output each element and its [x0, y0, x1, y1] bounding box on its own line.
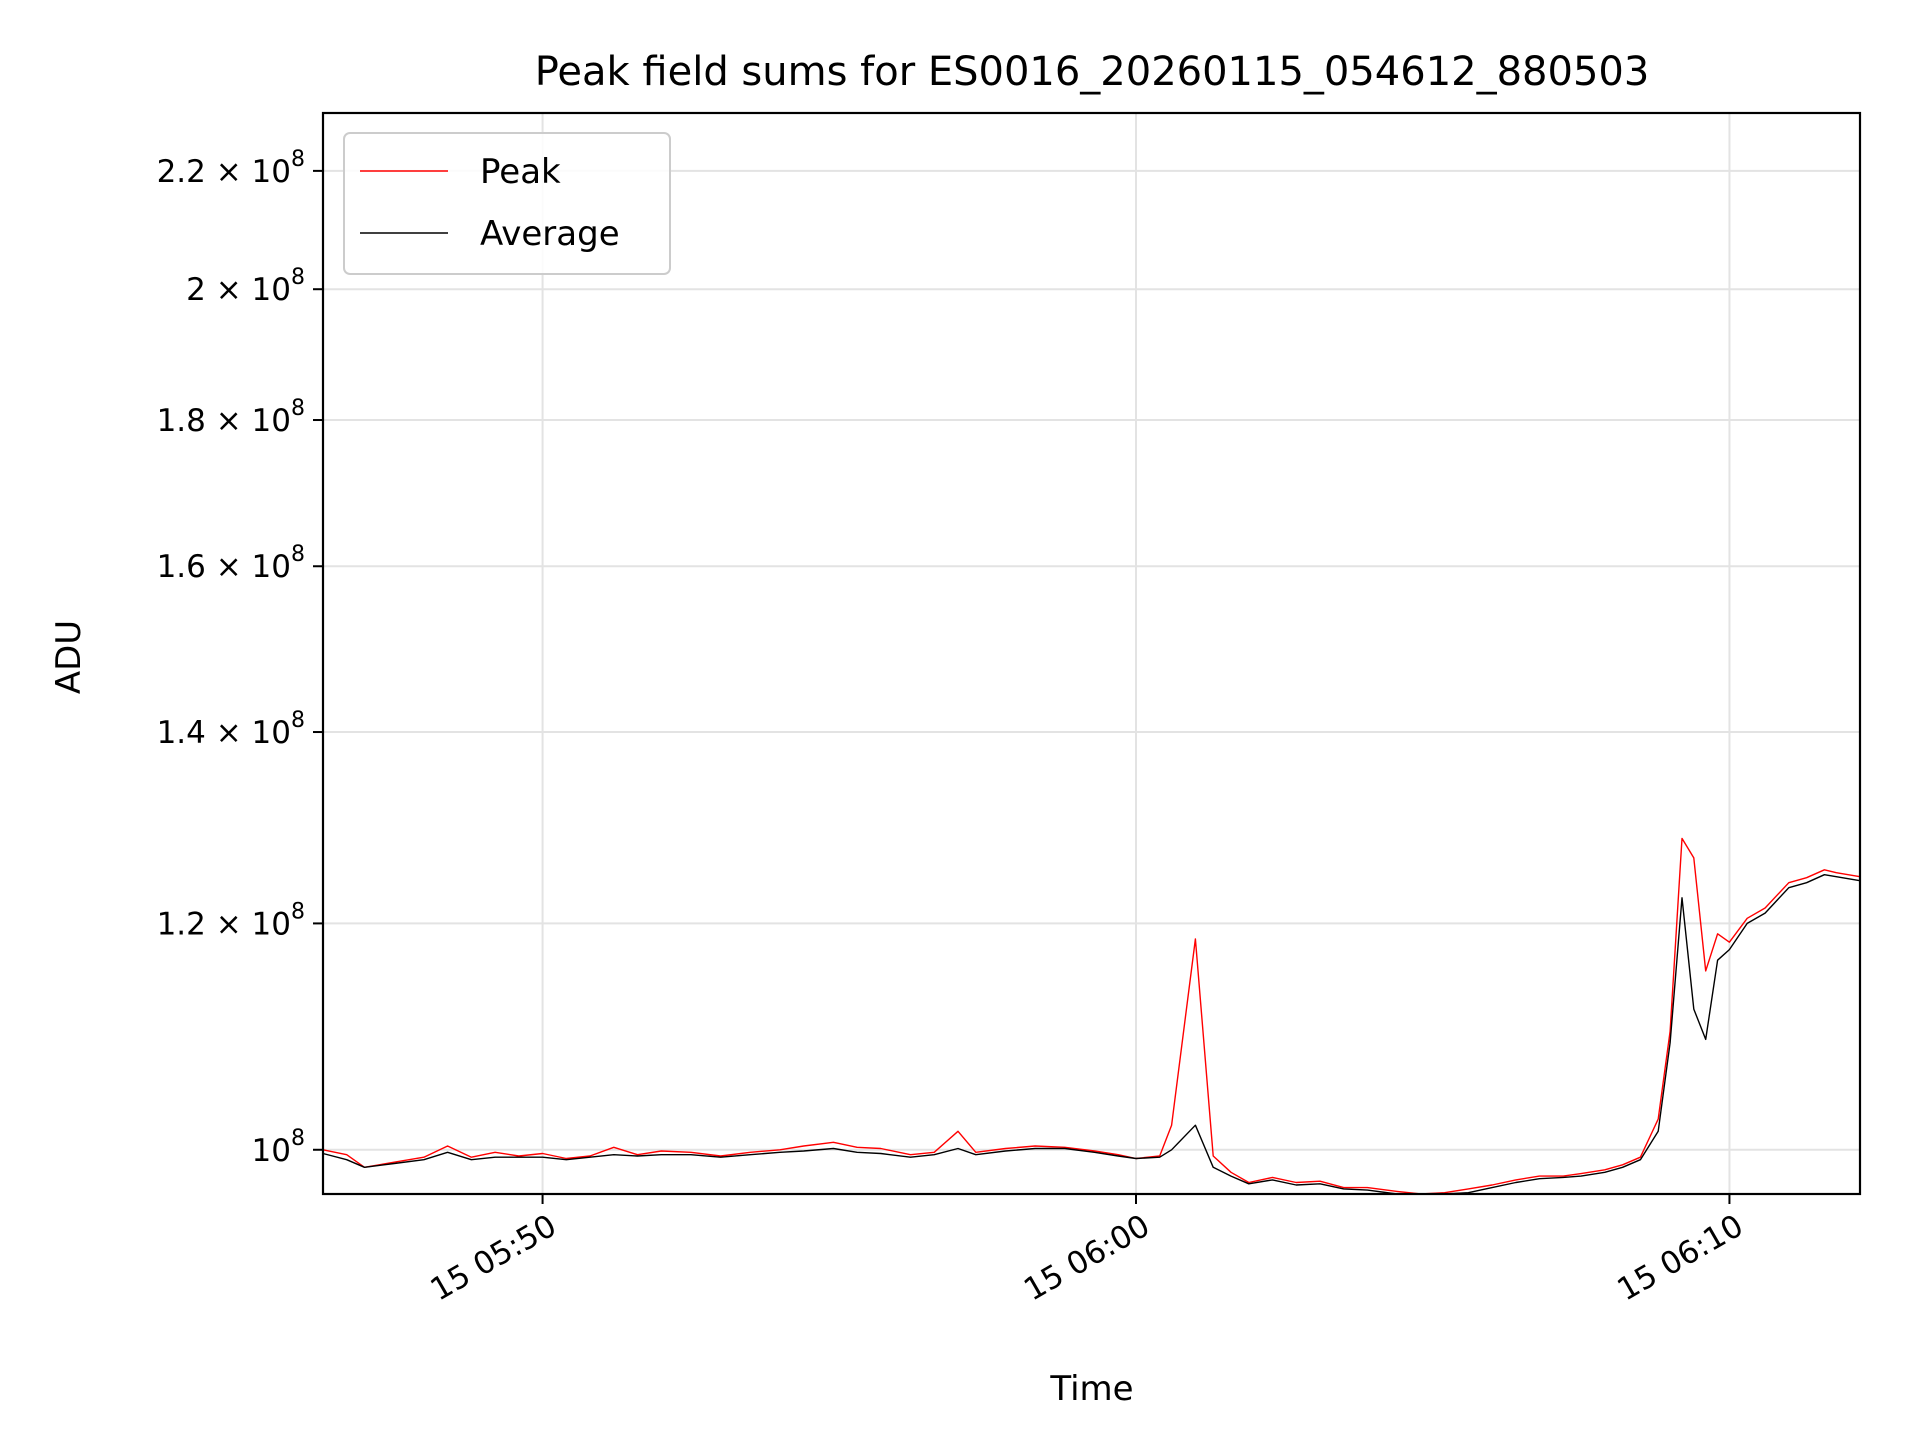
plot-area-frame [321, 111, 1862, 1196]
legend-box [343, 132, 671, 275]
chart-title: Peak field sums for ES0016_20260115_0546… [535, 49, 1650, 95]
y-tick-label: 2.2 × 108 [157, 147, 305, 190]
y-tick-label: 108 [252, 1126, 305, 1169]
legend-label-peak: Peak [480, 152, 561, 192]
y-tick-label: 1.2 × 108 [157, 899, 305, 942]
grid [323, 113, 1860, 1194]
legend-label-average: Average [480, 214, 620, 254]
x-axis-title: Time [1049, 1369, 1133, 1409]
y-axis-title: ADU [49, 620, 89, 694]
y-axis: 108 1.2 × 108 1.4 × 108 1.6 × 108 1.8 × 108 2… [157, 147, 323, 1169]
legend: Peak Average [343, 132, 671, 275]
y-tick-label: 1.6 × 108 [157, 542, 305, 585]
y-tick-label: 1.4 × 108 [157, 708, 305, 751]
y-tick-label: 2 × 108 [186, 265, 305, 308]
y-tick-label: 1.8 × 108 [157, 396, 305, 439]
